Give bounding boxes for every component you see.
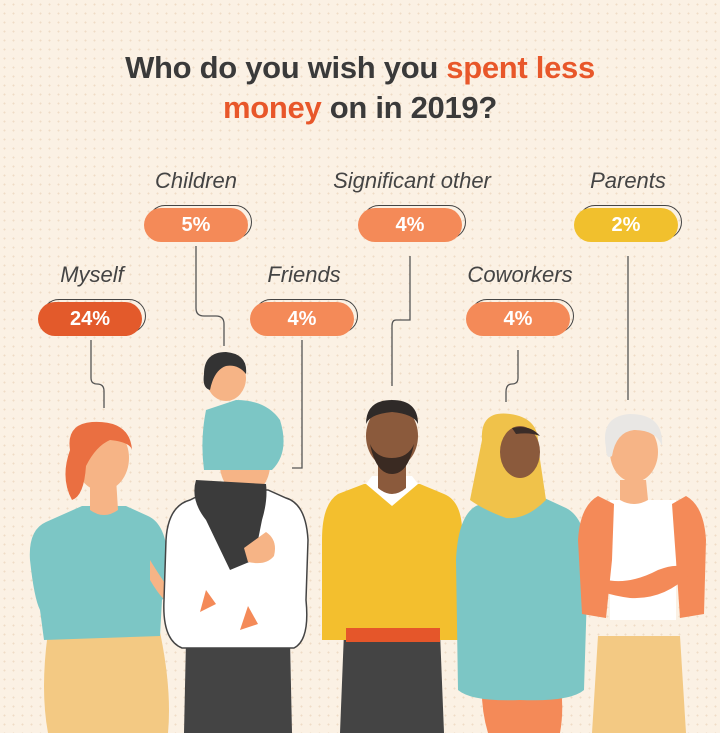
category-label-friends: Friends <box>267 262 341 287</box>
value-label-children: 5% <box>144 208 248 242</box>
value-label-significant-other: 4% <box>358 208 462 242</box>
value-pill-coworkers: 4% <box>466 299 574 338</box>
title-accent-2: money <box>223 90 322 125</box>
leader-line-children <box>195 246 225 346</box>
title-accent-1: spent less <box>446 50 595 85</box>
category-label-significant-other: Significant other <box>333 168 491 193</box>
leader-line-coworkers <box>505 350 519 402</box>
category-label-parents: Parents <box>590 168 666 193</box>
leader-line-myself <box>90 340 105 408</box>
person-friends <box>163 352 309 733</box>
chart-title: Who do you wish you spent less money on … <box>0 48 720 128</box>
person-parents <box>578 414 706 733</box>
leader-lines <box>90 246 629 469</box>
value-pill-myself: 24% <box>38 299 146 338</box>
value-label-parents: 2% <box>574 208 678 242</box>
leader-line-significant-other <box>391 256 411 386</box>
value-pill-significant-other: 4% <box>358 205 466 244</box>
person-significant-other <box>322 400 463 733</box>
value-label-coworkers: 4% <box>466 302 570 336</box>
leader-line-friends <box>292 340 303 469</box>
person-coworkers <box>456 413 588 733</box>
title-part-2: on in 2019? <box>321 90 498 125</box>
title-part-1: Who do you wish you <box>125 50 447 85</box>
category-label-myself: Myself <box>60 262 124 287</box>
value-label-myself: 24% <box>38 302 142 336</box>
value-pill-children: 5% <box>144 205 252 244</box>
value-pill-friends: 4% <box>250 299 358 338</box>
value-label-friends: 4% <box>250 302 354 336</box>
value-pill-parents: 2% <box>574 205 682 244</box>
category-label-children: Children <box>155 168 237 193</box>
category-label-coworkers: Coworkers <box>467 262 573 287</box>
person-myself <box>29 421 180 733</box>
